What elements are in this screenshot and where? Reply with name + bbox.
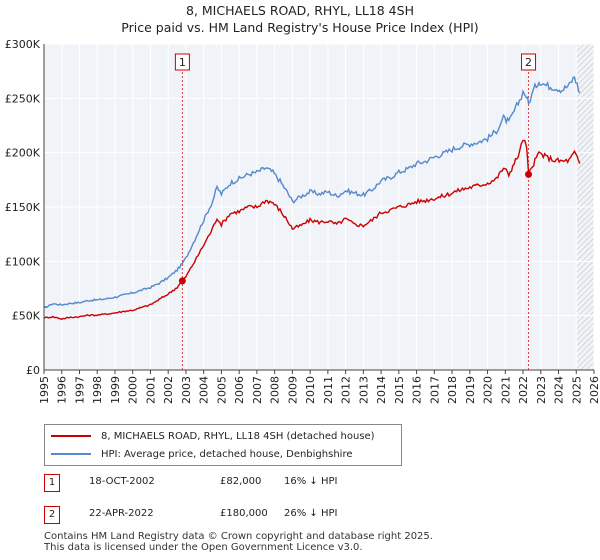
footer-copyright: Contains HM Land Registry data © Crown c… [44, 531, 433, 542]
footer: Contains HM Land Registry data © Crown c… [44, 531, 433, 553]
chart-title-line1: 8, MICHAELS ROAD, RHYL, LL18 4SH [186, 3, 414, 18]
x-tick-label: 2018 [446, 376, 459, 404]
x-tick-label: 2005 [215, 376, 228, 404]
x-tick-label: 2008 [269, 376, 282, 404]
x-tick-label: 2019 [464, 376, 477, 404]
sale-marker [525, 170, 533, 178]
x-tick-label: 2009 [286, 376, 299, 404]
footer-licence: This data is licensed under the Open Gov… [44, 542, 363, 553]
sale-price: £82,000 [220, 476, 262, 487]
legend: 8, MICHAELS ROAD, RHYL, LL18 4SH (detach… [44, 424, 402, 466]
y-tick-label: £0 [26, 364, 40, 377]
x-tick-label: 1999 [109, 376, 122, 404]
x-tick-label: 1998 [91, 376, 104, 404]
x-tick-label: 2011 [322, 376, 335, 404]
x-tick-label: 2010 [304, 376, 317, 404]
y-tick-label: £200K [5, 147, 41, 160]
x-tick-label: 2021 [499, 376, 512, 404]
legend-swatch-hpi [51, 453, 91, 455]
x-tick-label: 2020 [482, 376, 495, 404]
legend-label-hpi: HPI: Average price, detached house, Denb… [101, 448, 353, 460]
sale-number-badge: 2 [44, 506, 60, 524]
sale-annotation-box [521, 53, 537, 71]
sale-annotation-label: 2 [525, 56, 532, 69]
hpi-series-line [43, 76, 581, 309]
x-tick-label: 1997 [73, 376, 86, 404]
x-tick-label: 2023 [535, 376, 548, 404]
y-tick-label: £150K [5, 201, 41, 214]
y-tick-label: £300K [5, 38, 41, 51]
sale-date: 18-OCT-2002 [89, 476, 155, 487]
sale-annotation-label: 1 [179, 56, 186, 69]
x-tick-label: 2016 [411, 376, 424, 404]
x-tick-label: 2000 [127, 376, 140, 404]
chart-title: 8, MICHAELS ROAD, RHYL, LL18 4SH Price p… [0, 2, 600, 36]
property-series-line [43, 139, 581, 321]
y-tick-label: £250K [5, 92, 41, 105]
sale-row: 2 22-APR-2022 £180,000 26% ↓ HPI [44, 506, 444, 524]
legend-swatch-property [51, 435, 91, 437]
x-tick-label: 2012 [340, 376, 353, 404]
x-tick-label: 2026 [588, 376, 600, 404]
sale-marker [178, 277, 186, 285]
sale-annotation-box [174, 53, 190, 71]
legend-entry-property: 8, MICHAELS ROAD, RHYL, LL18 4SH (detach… [51, 428, 375, 444]
x-tick-label: 2024 [553, 376, 566, 404]
y-tick-label: £50K [12, 310, 41, 323]
x-tick-label: 2003 [180, 376, 193, 404]
x-tick-label: 2017 [428, 376, 441, 404]
x-tick-label: 2007 [251, 376, 264, 404]
x-tick-label: 2004 [198, 376, 211, 404]
x-tick-label: 2002 [162, 376, 175, 404]
sale-price: £180,000 [220, 508, 268, 519]
x-tick-label: 2022 [517, 376, 530, 404]
sale-hpi-diff: 26% ↓ HPI [284, 508, 338, 519]
x-tick-label: 2025 [570, 376, 583, 404]
sale-number-badge: 1 [44, 474, 60, 492]
y-tick-label: £100K [5, 255, 41, 268]
sale-date: 22-APR-2022 [89, 508, 154, 519]
sale-hpi-diff: 16% ↓ HPI [284, 476, 338, 487]
x-tick-label: 2013 [357, 376, 370, 404]
x-tick-label: 2015 [393, 376, 406, 404]
sale-row: 1 18-OCT-2002 £82,000 16% ↓ HPI [44, 474, 444, 492]
x-tick-label: 2001 [144, 376, 157, 404]
price-chart: 1 2 £0 £50K £100K £150K £200K £250K £300K 1995 19… [5, 38, 600, 404]
chart-title-line2: Price paid vs. HM Land Registry's House … [121, 20, 479, 35]
legend-entry-hpi: HPI: Average price, detached house, Denb… [51, 446, 352, 462]
x-tick-label: 1995 [38, 376, 51, 404]
x-tick-label: 2006 [233, 376, 246, 404]
legend-label-property: 8, MICHAELS ROAD, RHYL, LL18 4SH (detach… [101, 430, 375, 442]
x-tick-label: 1996 [56, 376, 69, 404]
x-tick-label: 2014 [375, 376, 388, 404]
